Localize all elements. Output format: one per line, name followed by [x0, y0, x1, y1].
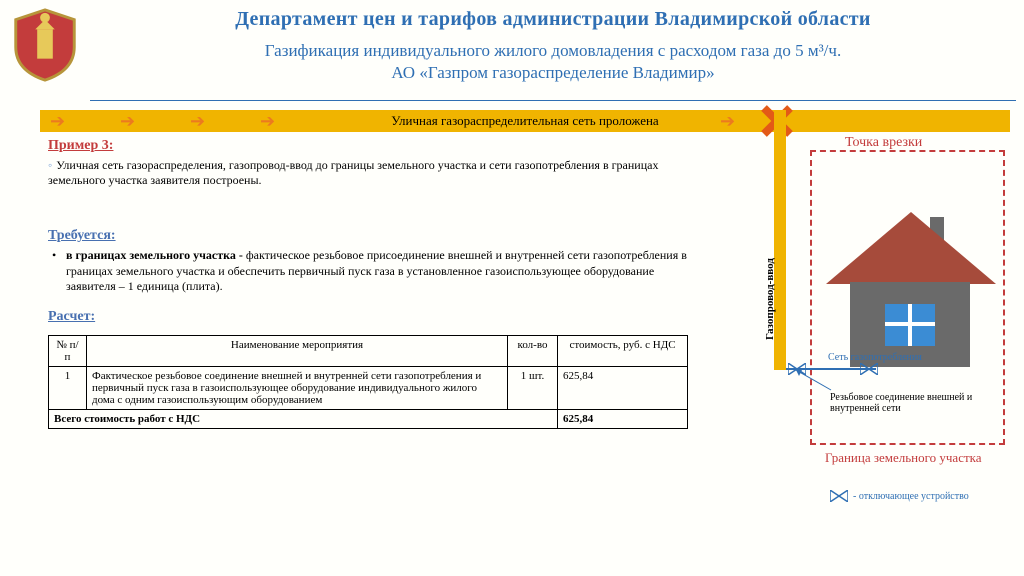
- col-name: Наименование мероприятия: [87, 335, 508, 366]
- flow-arrow-icon: ➔: [120, 110, 135, 132]
- department-title: Департамент цен и тарифов администрации …: [90, 8, 1016, 31]
- required-item: в границах земельного участка - фактичес…: [48, 248, 688, 295]
- valve-icon: [830, 490, 848, 502]
- required-heading: Требуется:: [48, 228, 688, 244]
- tie-in-label: Точка врезки: [845, 135, 922, 151]
- subtitle-line2: АО «Газпром газораспределение Владимир»: [90, 63, 1016, 83]
- roof-icon: [826, 212, 996, 284]
- flow-arrow-icon: ➔: [50, 110, 65, 132]
- example-text: ◦Уличная сеть газораспределения, газопро…: [48, 158, 688, 188]
- leader-arrow-icon: [796, 370, 846, 392]
- legend-label: - отключающее устройство: [853, 491, 969, 502]
- threaded-connection-label: Резьбовое соединение внешней и внутренне…: [830, 392, 980, 414]
- cost-table: № п/п Наименование мероприятия кол-во ст…: [48, 335, 688, 429]
- col-num: № п/п: [49, 335, 87, 366]
- subtitle-line1: Газификация индивидуального жилого домов…: [90, 41, 1016, 61]
- header-divider: [90, 100, 1016, 101]
- col-qty: кол-во: [508, 335, 558, 366]
- calc-heading: Расчет:: [48, 309, 688, 325]
- consumption-net-label: Сеть газопотребления: [828, 352, 922, 363]
- boundary-label: Граница земельного участка: [825, 450, 982, 466]
- street-gas-bar: ➔ ➔ ➔ ➔ Уличная газораспределительная се…: [40, 110, 1010, 132]
- table-total-row: Всего стоимость работ с НДС 625,84: [49, 409, 688, 428]
- col-cost: стоимость, руб. с НДС: [558, 335, 688, 366]
- window-icon: [885, 304, 935, 346]
- example-heading: Пример 3:: [48, 138, 688, 154]
- flow-arrow-icon: ➔: [190, 110, 205, 132]
- valve-icon: [860, 363, 878, 375]
- house-icon: [830, 222, 990, 367]
- street-bar-label: Уличная газораспределительная сеть проло…: [391, 113, 658, 128]
- legend: - отключающее устройство: [830, 490, 969, 502]
- gas-inlet-label: Газопровод-ввод: [764, 258, 776, 340]
- flow-arrow-icon: ➔: [720, 110, 735, 132]
- flow-arrow-icon: ➔: [260, 110, 275, 132]
- coat-of-arms-icon: [6, 6, 84, 84]
- table-row: 1 Фактическое резьбовое соединение внешн…: [49, 366, 688, 409]
